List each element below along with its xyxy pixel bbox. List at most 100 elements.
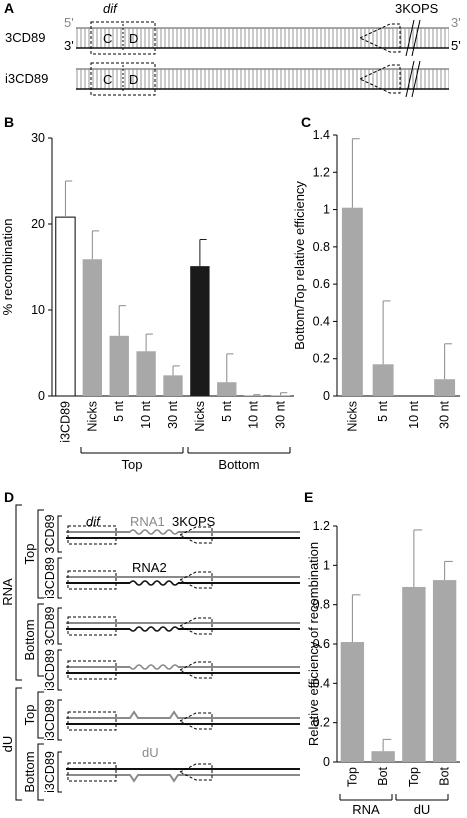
panel-a-5prime-top: 5' [64, 15, 74, 30]
svg-text:3CD89: 3CD89 [43, 515, 57, 554]
panel-a-letter: A [4, 0, 14, 16]
x-tick-label: Nicks [85, 401, 99, 432]
panel-d-dif-label: dif [86, 514, 101, 529]
diagram-row-2 [66, 570, 300, 590]
kops-arrow-i3cd89 [358, 64, 401, 94]
x-tick-label: 5 nt [112, 400, 126, 421]
rna-top-bracket: Top [22, 509, 44, 599]
y-tick-label: 30 [31, 131, 45, 145]
duplex-3cd89 [76, 28, 449, 48]
x-tick-label: Bot [376, 766, 390, 785]
dif-d-label-3cd89: D [129, 31, 138, 46]
x-tick-label: Nicks [345, 401, 359, 432]
break-mark-right-3cd89 [411, 19, 421, 57]
group-top-label: Top [122, 457, 143, 472]
panel-c-letter: C [301, 114, 311, 130]
svg-text:i3CD89: i3CD89 [43, 751, 57, 793]
x-tick-label: Bot [438, 766, 452, 785]
x-tick-label: 10 nt [407, 400, 421, 428]
bar [190, 266, 210, 396]
panel-a: A dif 3KOPS 5' 3' 3' 5' 3CD89 C D i3CD89… [4, 0, 461, 98]
x-tick-label: 5 nt [220, 400, 234, 421]
y-axis-label: Relative efficiency of recombination [306, 542, 321, 746]
bar [136, 351, 156, 396]
x-tick-label: 10 nt [247, 400, 261, 428]
y-tick-label: 0.4 [313, 314, 330, 328]
diagram-row-5 [66, 710, 300, 731]
y-tick-label: 0.6 [313, 277, 330, 291]
row-label-5: i3CD89 [43, 699, 62, 741]
bar [55, 216, 76, 397]
y-tick-label: 10 [31, 303, 45, 317]
rna-group-bracket: RNA [0, 504, 22, 681]
bar [434, 379, 456, 396]
bar [340, 642, 365, 762]
bar [217, 382, 237, 396]
bar [82, 259, 103, 396]
rna-bottom-label: Bottom [22, 619, 37, 660]
chart-b: 0 10 20 30 % recombination i3CD89 Nicks 5 nt 10 … [0, 131, 294, 443]
rna-top-label: Top [22, 544, 37, 565]
kops-arrow-3cd89 [358, 23, 401, 53]
bar [371, 751, 395, 762]
svg-text:i3CD89: i3CD89 [43, 557, 57, 599]
panel-e: E 0 0.2 0.4 0.6 0.8 1 1.2 Relative efficiency o… [304, 489, 460, 817]
break-mark-right-i3cd89 [411, 60, 421, 98]
y-tick-label: 0.2 [313, 352, 330, 366]
bar [109, 335, 129, 396]
y-tick-label: 0.6 [313, 637, 330, 651]
y-tick-label: 0.2 [313, 716, 330, 730]
chart-c: 0 0.2 0.4 0.6 0.8 1 1.2 1.4 Bottom/Top relative … [292, 128, 460, 432]
duplex-i3cd89 [76, 69, 449, 89]
panel-e-letter: E [304, 489, 313, 505]
rna2-label: RNA2 [132, 560, 167, 575]
du-top-label: Top [22, 705, 37, 726]
diagram-row-4 [66, 660, 300, 680]
chart-e: 0 0.2 0.4 0.6 0.8 1 1.2 Relative efficiency of … [306, 519, 460, 787]
x-tick-label: Top [407, 767, 421, 787]
y-tick-label: 0.8 [313, 240, 330, 254]
x-tick-label: 30 nt [438, 400, 452, 428]
row-label-1: 3CD89 [43, 515, 62, 554]
x-tick-label: 30 nt [274, 400, 288, 428]
row-label-6: i3CD89 [43, 751, 62, 793]
row-label-2: i3CD89 [43, 557, 62, 599]
bar [270, 395, 291, 396]
y-tick-label: 0 [323, 755, 330, 769]
construct-3cd89-label: 3CD89 [5, 30, 45, 45]
y-tick-label: 1.4 [313, 128, 330, 142]
bar [432, 580, 457, 762]
panel-a-3prime-top: 3' [451, 15, 461, 30]
bar [341, 207, 363, 396]
construct-i3cd89-label: i3CD89 [5, 71, 48, 86]
y-tick-label: 0.4 [313, 676, 330, 690]
panel-d-kops-label: 3KOPS [172, 514, 216, 529]
y-tick-label: 20 [31, 217, 45, 231]
group-du-label-e: dU [414, 802, 431, 817]
svg-text:3CD89: 3CD89 [43, 607, 57, 646]
x-tick-label: 10 nt [139, 400, 153, 428]
y-tick-label: 0.8 [313, 598, 330, 612]
break-mark-left-i3cd89 [405, 60, 415, 98]
row-label-4: i3CD89 [43, 649, 62, 691]
du-top-bracket: Top [22, 691, 44, 739]
panel-a-kops-label: 3KOPS [395, 1, 439, 16]
x-tick-label: Nicks [193, 401, 207, 432]
svg-text:i3CD89: i3CD89 [43, 699, 57, 741]
rna1-label: RNA1 [130, 514, 165, 529]
x-tick-label: Top [345, 767, 359, 787]
du-label: dU [142, 745, 159, 760]
panel-a-3prime-bottom: 3' [64, 38, 74, 53]
du-bottom-label: Bottom [22, 751, 37, 792]
dif-d-label-i3cd89: D [129, 72, 138, 87]
panel-d-letter: D [4, 489, 14, 505]
row-label-3: 3CD89 [43, 607, 62, 646]
du-group-bracket: dU [0, 687, 22, 801]
bar [372, 364, 394, 396]
panel-c: C 0 0.2 0.4 0.6 0.8 1 1.2 1.4 Bottom/Top relativ… [292, 114, 460, 432]
dif-site-box-i3cd89 [90, 62, 156, 96]
panel-a-dif-label: dif [103, 1, 118, 16]
group-rna-label-e: RNA [352, 802, 380, 817]
break-mark-left-3cd89 [405, 19, 415, 57]
dif-c-label-i3cd89: C [103, 72, 112, 87]
